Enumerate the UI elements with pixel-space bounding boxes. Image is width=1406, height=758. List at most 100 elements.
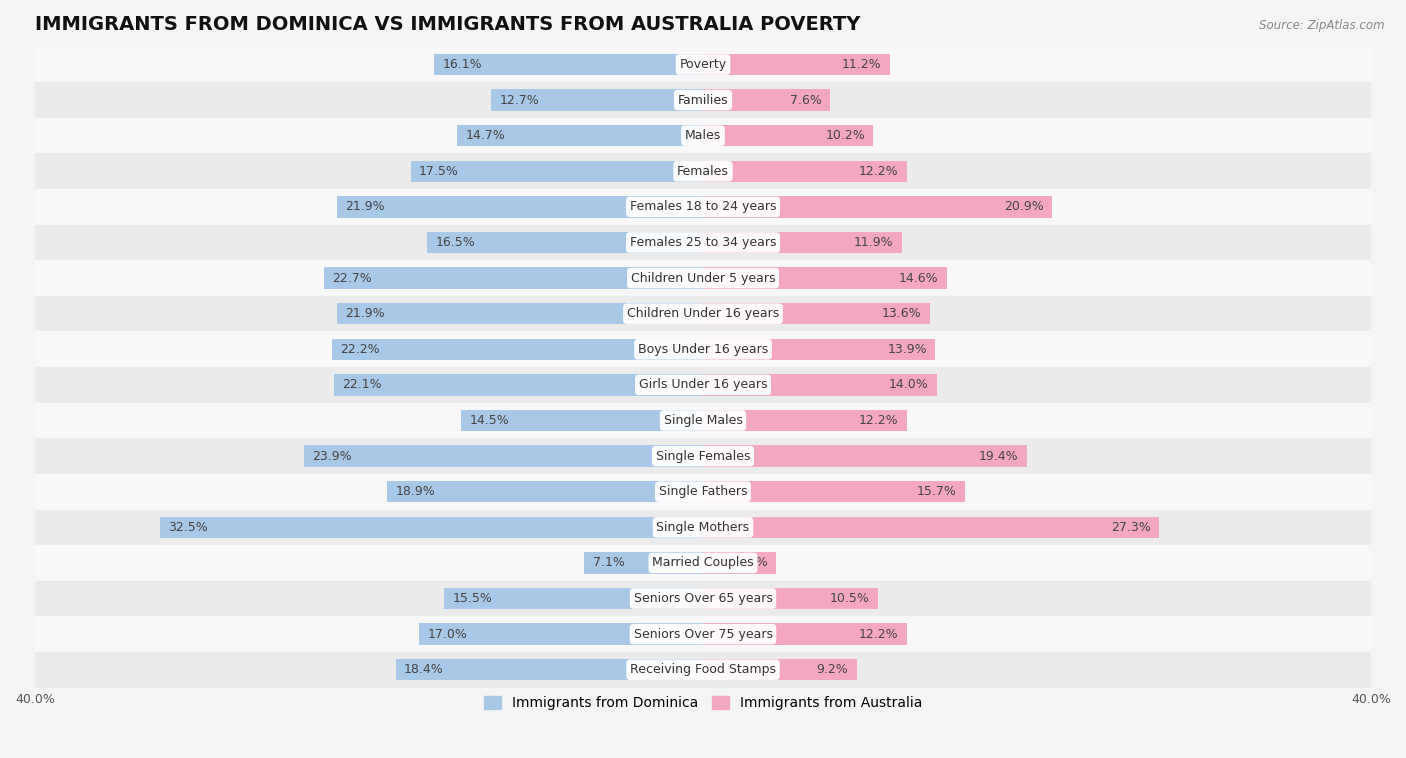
Text: Single Fathers: Single Fathers	[659, 485, 747, 498]
Text: IMMIGRANTS FROM DOMINICA VS IMMIGRANTS FROM AUSTRALIA POVERTY: IMMIGRANTS FROM DOMINICA VS IMMIGRANTS F…	[35, 15, 860, 34]
Text: 9.2%: 9.2%	[817, 663, 848, 676]
Text: 18.9%: 18.9%	[395, 485, 436, 498]
Text: Females 18 to 24 years: Females 18 to 24 years	[630, 200, 776, 214]
Text: Single Males: Single Males	[664, 414, 742, 427]
Text: 7.1%: 7.1%	[593, 556, 624, 569]
Text: 22.1%: 22.1%	[342, 378, 382, 391]
Bar	[703, 410, 907, 431]
Bar	[35, 581, 1371, 616]
Text: 4.4%: 4.4%	[737, 556, 768, 569]
Text: 17.5%: 17.5%	[419, 164, 458, 178]
Text: 10.5%: 10.5%	[830, 592, 870, 605]
Text: 27.3%: 27.3%	[1111, 521, 1150, 534]
Text: Males: Males	[685, 129, 721, 143]
Bar	[703, 268, 946, 289]
Bar	[585, 553, 703, 574]
Bar	[703, 125, 873, 146]
Bar	[387, 481, 703, 503]
Text: 23.9%: 23.9%	[312, 449, 352, 462]
Text: 19.4%: 19.4%	[979, 449, 1019, 462]
Text: 16.5%: 16.5%	[436, 236, 475, 249]
Bar	[332, 339, 703, 360]
Bar	[35, 83, 1371, 118]
Text: 22.7%: 22.7%	[332, 271, 373, 284]
Bar	[457, 125, 703, 146]
Bar	[703, 54, 890, 75]
Bar	[35, 509, 1371, 545]
Text: Children Under 16 years: Children Under 16 years	[627, 307, 779, 320]
Bar	[491, 89, 703, 111]
Bar	[35, 616, 1371, 652]
Text: Girls Under 16 years: Girls Under 16 years	[638, 378, 768, 391]
Bar	[427, 232, 703, 253]
Bar	[703, 196, 1052, 218]
Text: 14.0%: 14.0%	[889, 378, 928, 391]
Bar	[35, 296, 1371, 331]
Bar	[703, 553, 776, 574]
Bar	[703, 588, 879, 609]
Text: Receiving Food Stamps: Receiving Food Stamps	[630, 663, 776, 676]
Bar	[35, 224, 1371, 260]
Text: 13.9%: 13.9%	[887, 343, 927, 356]
Bar	[703, 374, 936, 396]
Bar	[35, 438, 1371, 474]
Text: 22.2%: 22.2%	[340, 343, 380, 356]
Bar	[703, 303, 931, 324]
Text: Children Under 5 years: Children Under 5 years	[631, 271, 775, 284]
Bar	[703, 89, 830, 111]
Text: 14.6%: 14.6%	[898, 271, 938, 284]
Bar	[35, 402, 1371, 438]
Text: Seniors Over 65 years: Seniors Over 65 years	[634, 592, 772, 605]
Text: Boys Under 16 years: Boys Under 16 years	[638, 343, 768, 356]
Text: 11.2%: 11.2%	[842, 58, 882, 71]
Text: 10.2%: 10.2%	[825, 129, 865, 143]
Text: 21.9%: 21.9%	[346, 307, 385, 320]
Text: 32.5%: 32.5%	[169, 521, 208, 534]
Text: Married Couples: Married Couples	[652, 556, 754, 569]
Bar	[434, 54, 703, 75]
Text: Seniors Over 75 years: Seniors Over 75 years	[634, 628, 772, 641]
Bar	[703, 659, 856, 681]
Bar	[35, 545, 1371, 581]
Text: Single Mothers: Single Mothers	[657, 521, 749, 534]
Bar	[703, 481, 965, 503]
Text: 12.2%: 12.2%	[859, 628, 898, 641]
Text: 11.9%: 11.9%	[853, 236, 893, 249]
Text: 17.0%: 17.0%	[427, 628, 467, 641]
Text: Females: Females	[678, 164, 728, 178]
Text: 12.2%: 12.2%	[859, 414, 898, 427]
Text: 14.5%: 14.5%	[470, 414, 509, 427]
Bar	[703, 517, 1159, 538]
Text: 21.9%: 21.9%	[346, 200, 385, 214]
Text: Source: ZipAtlas.com: Source: ZipAtlas.com	[1260, 19, 1385, 32]
Bar	[35, 47, 1371, 83]
Bar	[703, 161, 907, 182]
Text: 15.7%: 15.7%	[917, 485, 957, 498]
Bar	[703, 623, 907, 645]
Bar	[35, 189, 1371, 224]
Bar	[35, 652, 1371, 688]
Text: 20.9%: 20.9%	[1004, 200, 1043, 214]
Bar	[411, 161, 703, 182]
Bar	[703, 446, 1026, 467]
Text: Poverty: Poverty	[679, 58, 727, 71]
Text: 12.7%: 12.7%	[499, 93, 538, 107]
Bar	[419, 623, 703, 645]
Bar	[337, 196, 703, 218]
Bar	[703, 232, 901, 253]
Legend: Immigrants from Dominica, Immigrants from Australia: Immigrants from Dominica, Immigrants fro…	[478, 691, 928, 716]
Text: 15.5%: 15.5%	[453, 592, 492, 605]
Bar	[337, 303, 703, 324]
Text: 7.6%: 7.6%	[790, 93, 821, 107]
Bar	[160, 517, 703, 538]
Bar	[703, 339, 935, 360]
Text: 12.2%: 12.2%	[859, 164, 898, 178]
Bar	[444, 588, 703, 609]
Bar	[35, 118, 1371, 153]
Bar	[304, 446, 703, 467]
Text: Single Females: Single Females	[655, 449, 751, 462]
Bar	[35, 153, 1371, 189]
Bar	[461, 410, 703, 431]
Bar	[35, 260, 1371, 296]
Text: 18.4%: 18.4%	[404, 663, 444, 676]
